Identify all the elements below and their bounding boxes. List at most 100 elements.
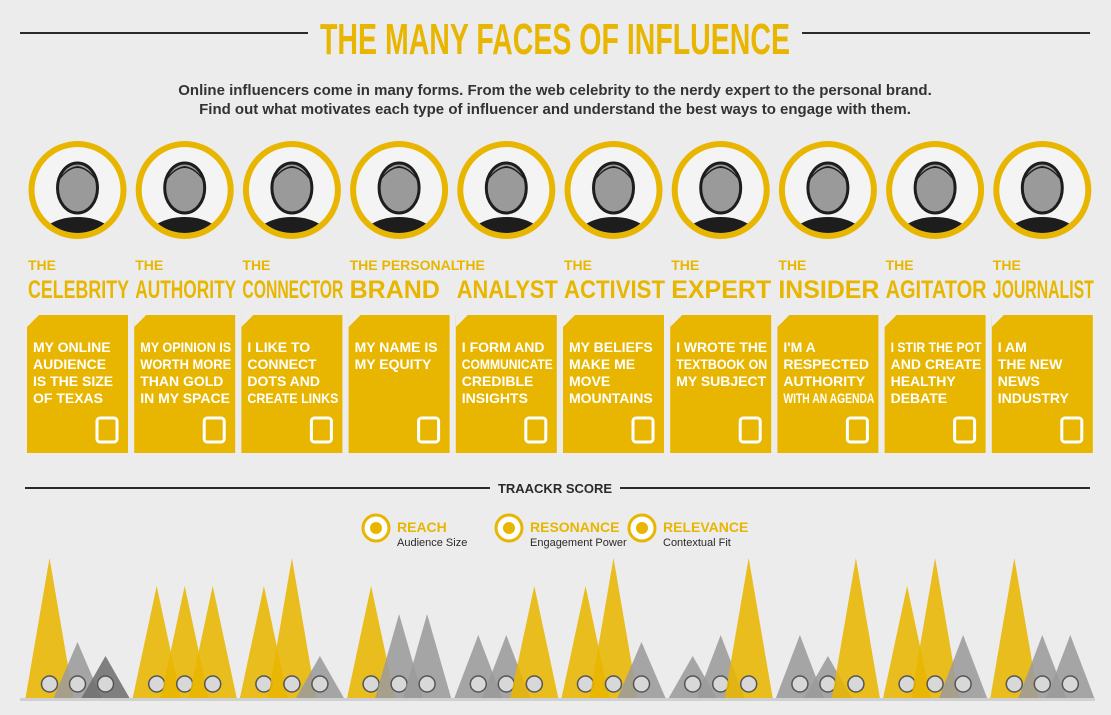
card-notch xyxy=(670,315,683,327)
legend-icon-core xyxy=(636,522,648,534)
portrait-face xyxy=(484,161,528,215)
portrait-hair xyxy=(698,166,743,186)
score-icon xyxy=(1061,675,1080,693)
score-triangle xyxy=(188,586,237,698)
intro-line: Find out what motivates each type of inf… xyxy=(199,101,911,118)
quote-line: NEWS xyxy=(998,373,1040,389)
portrait-hair xyxy=(162,166,207,186)
legend-label: RESONANCE xyxy=(530,519,619,535)
score-title: TRAACKR SCORE xyxy=(498,481,612,496)
portrait-hair xyxy=(1020,166,1065,186)
quote-card xyxy=(884,315,986,453)
portrait-face xyxy=(806,161,850,215)
influencer-prefix: THE PERSONAL xyxy=(350,257,460,273)
quote-line: I FORM AND xyxy=(462,339,545,355)
influencer-prefix: THE xyxy=(778,257,806,273)
quote-line: CREATE LINKS xyxy=(247,390,338,406)
card-notch xyxy=(455,315,468,327)
influencer-prefix: THE xyxy=(28,257,56,273)
influencer-prefix: THE xyxy=(993,257,1021,273)
card-icon xyxy=(417,416,441,444)
influencer-name: CONNECTOR xyxy=(242,276,343,304)
portrait-face xyxy=(56,161,99,215)
quote-line: I WROTE THE xyxy=(676,339,767,355)
score-triangle xyxy=(775,635,824,698)
score-icon xyxy=(40,675,59,693)
score-icon xyxy=(175,675,194,693)
portrait-hair xyxy=(377,166,422,186)
score-icon xyxy=(311,675,329,693)
portrait-face xyxy=(699,161,743,215)
influencer-name: INSIDER xyxy=(778,276,879,304)
card-notch xyxy=(27,315,39,327)
score-triangle xyxy=(510,586,559,698)
quote-line: OF TEXAS xyxy=(33,390,103,406)
quote-line: I LIKE TO xyxy=(247,339,310,355)
score-triangle xyxy=(617,642,666,698)
portrait-face xyxy=(913,161,957,215)
portrait-hair xyxy=(269,166,314,186)
intro-line: Online influencers come in many forms. F… xyxy=(178,82,932,99)
quote-line: AUDIENCE xyxy=(33,356,106,372)
score-triangle xyxy=(939,635,988,698)
quote-line: DOTS AND xyxy=(247,373,320,389)
quote-line: INDUSTRY xyxy=(998,390,1070,406)
influencer-name: JOURNALIST xyxy=(993,276,1094,304)
influencer-prefix: THE xyxy=(671,257,699,273)
quote-line: RESPECTED xyxy=(783,356,869,372)
quote-card xyxy=(777,315,879,453)
portrait-hair xyxy=(591,166,636,186)
card-icon xyxy=(953,416,977,444)
quote-line: IN MY SPACE xyxy=(140,390,230,406)
quote-line: MOUNTAINS xyxy=(569,390,653,406)
quote-line: HEALTHY xyxy=(891,373,957,389)
score-icon xyxy=(68,675,87,693)
card-notch xyxy=(348,315,361,327)
score-icon xyxy=(604,675,623,693)
portrait-face xyxy=(1020,161,1064,215)
quote-line: WITH AN AGENDA xyxy=(783,390,874,406)
card-icon xyxy=(1060,416,1084,444)
score-icon xyxy=(632,675,651,693)
legend-icon-core xyxy=(503,522,515,534)
quote-line: MY SUBJECT xyxy=(676,373,766,389)
portrait-face xyxy=(592,161,635,215)
quote-line: MAKE ME xyxy=(569,356,635,372)
score-icon xyxy=(791,675,809,693)
card-notch xyxy=(884,315,897,327)
card-icon xyxy=(309,416,333,444)
score-icon xyxy=(390,675,408,693)
legend-label: RELEVANCE xyxy=(663,519,748,535)
card-icon xyxy=(202,416,226,444)
card-icon xyxy=(524,416,548,444)
quote-line: MY BELIEFS xyxy=(569,339,653,355)
portrait-face xyxy=(377,161,421,215)
score-icon xyxy=(203,675,222,693)
legend-description: Contextual Fit xyxy=(663,537,731,549)
card-notch xyxy=(777,315,790,327)
legend-description: Engagement Power xyxy=(530,537,627,549)
quote-line: TEXTBOOK ON xyxy=(676,356,767,372)
influencer-prefix: THE xyxy=(886,257,914,273)
quote-line: MY EQUITY xyxy=(355,356,432,372)
quote-card xyxy=(348,315,450,453)
title: THE MANY FACES OF INFLUENCE xyxy=(320,15,790,64)
portrait-hair xyxy=(55,166,100,186)
quote-card xyxy=(27,315,128,453)
quote-line: DEBATE xyxy=(891,390,948,406)
quote-card xyxy=(455,315,557,453)
score-icon xyxy=(739,675,758,693)
score-triangle xyxy=(25,558,74,698)
influencer-name: EXPERT xyxy=(671,276,771,304)
quote-line: MY NAME IS xyxy=(355,339,438,355)
quote-line: MOVE xyxy=(569,373,610,389)
card-icon xyxy=(738,416,762,444)
score-icon xyxy=(96,675,115,693)
quote-line: AND CREATE xyxy=(891,356,982,372)
score-triangle xyxy=(724,558,773,698)
score-triangle xyxy=(403,614,452,698)
quote-line: MY ONLINE xyxy=(33,339,111,355)
quote-card xyxy=(241,315,343,453)
portrait-hair xyxy=(805,166,850,186)
portrait-face xyxy=(163,161,207,215)
